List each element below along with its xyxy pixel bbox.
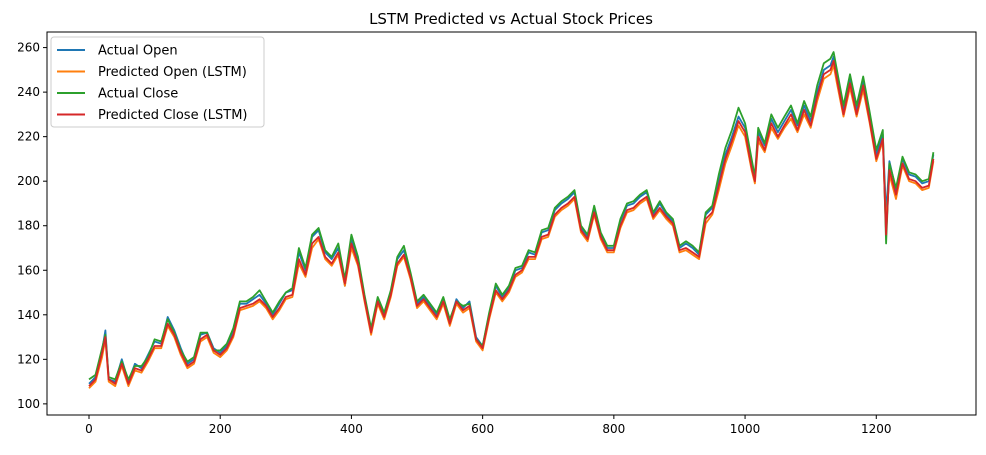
y-tick-label: 100 <box>17 397 40 411</box>
legend-label-2: Predicted Open (LSTM) <box>98 65 247 80</box>
plot-area: 0 200 400 600 800 1000 1200 100 120 140 160 180 200 2… <box>17 31 977 436</box>
legend-label-3: Actual Close <box>98 87 178 102</box>
y-tick-label: 220 <box>17 130 40 144</box>
y-tick-label: 260 <box>17 41 40 55</box>
series-line-3 <box>88 51 935 381</box>
y-tick-label: 240 <box>17 85 40 99</box>
x-tick-label: 400 <box>340 422 363 436</box>
legend-label-4: Predicted Close (LSTM) <box>98 108 248 123</box>
series-layer <box>88 51 935 389</box>
y-tick-label: 200 <box>17 174 40 188</box>
chart-title: LSTM Predicted vs Actual Stock Prices <box>369 10 653 28</box>
y-tick-label: 120 <box>17 352 40 366</box>
x-tick-label: 600 <box>471 422 494 436</box>
y-tick-label: 180 <box>17 219 40 233</box>
legend-box <box>50 36 265 128</box>
x-tick-label: 0 <box>85 422 93 436</box>
x-tick-label: 1000 <box>730 422 761 436</box>
plot-frame <box>46 31 977 416</box>
x-tick-label: 200 <box>209 422 232 436</box>
axes: 0 200 400 600 800 1000 1200 100 120 140 160 180 200 2… <box>17 31 977 436</box>
x-tick-label: 1200 <box>861 422 892 436</box>
series-line-2 <box>88 64 935 389</box>
legend-label-1: Actual Open <box>98 44 178 59</box>
series-line-4 <box>88 60 935 387</box>
legend: Actual Open Predicted Open (LSTM) Actual C… <box>50 36 265 128</box>
y-tick-label: 160 <box>17 263 40 277</box>
x-tick-label: 800 <box>602 422 625 436</box>
y-tick-label: 140 <box>17 308 40 322</box>
